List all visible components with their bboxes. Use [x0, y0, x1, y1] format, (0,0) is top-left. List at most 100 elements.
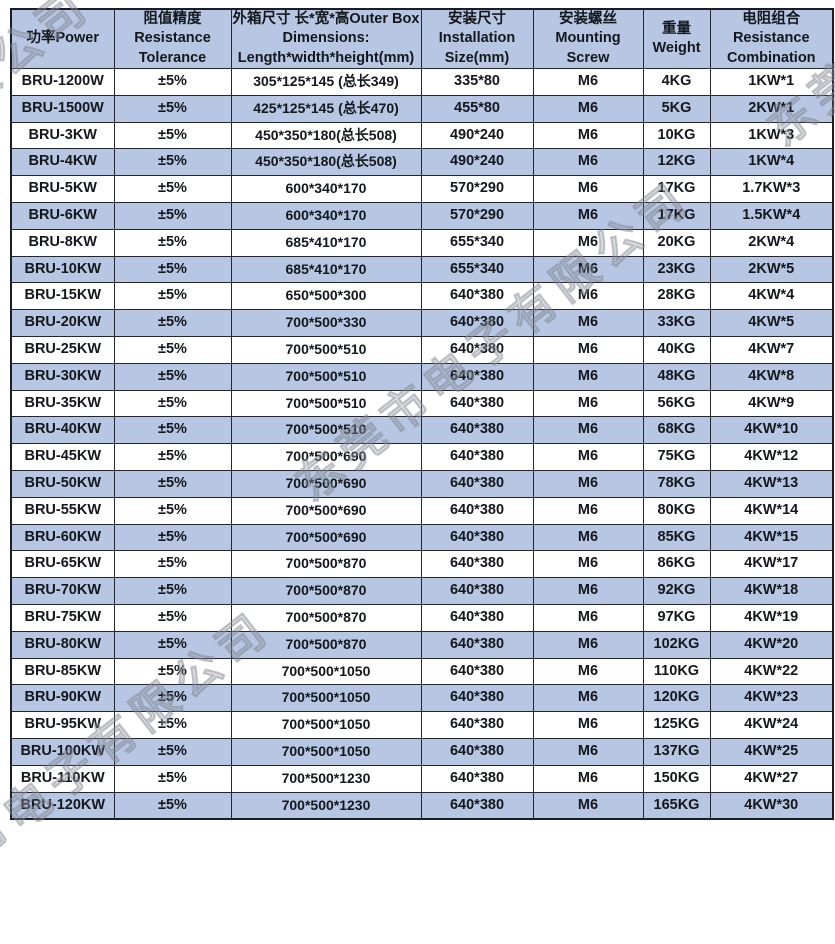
- cell-outer-box-dimensions: 700*500*510: [230, 389, 422, 418]
- column-header-outer-box-dimensions: 外箱尺寸 长*宽*高Outer Box Dimensions: Length*w…: [230, 8, 422, 69]
- cell-resistance-tolerance: ±5%: [113, 362, 232, 391]
- cell-mounting-screw: M6: [532, 684, 644, 713]
- cell-installation-size: 640*380: [420, 282, 534, 311]
- table-row: BRU-120KW ±5% 700*500*1230 640*380 M6 16…: [10, 791, 834, 820]
- cell-weight: 12KG: [642, 148, 711, 177]
- cell-mounting-screw: M6: [532, 550, 644, 579]
- cell-installation-size: 640*380: [420, 603, 534, 632]
- cell-power: BRU-95KW: [10, 711, 115, 739]
- cell-outer-box-dimensions: 450*350*180(总长508): [230, 121, 422, 150]
- cell-weight: 5KG: [642, 94, 711, 123]
- cell-resistance-combination: 4KW*30: [709, 791, 834, 820]
- cell-weight: 80KG: [642, 496, 711, 525]
- cell-installation-size: 640*380: [420, 657, 534, 686]
- cell-resistance-tolerance: ±5%: [113, 469, 232, 498]
- cell-outer-box-dimensions: 700*500*690: [230, 469, 422, 498]
- cell-resistance-tolerance: ±5%: [113, 443, 232, 471]
- cell-mounting-screw: M6: [532, 362, 644, 391]
- cell-mounting-screw: M6: [532, 68, 644, 96]
- cell-power: BRU-10KW: [10, 255, 115, 284]
- cell-mounting-screw: M6: [532, 496, 644, 525]
- cell-resistance-combination: 4KW*20: [709, 630, 834, 659]
- cell-outer-box-dimensions: 700*500*1050: [230, 684, 422, 713]
- table-row: BRU-10KW ±5% 685*410*170 655*340 M6 23KG…: [10, 255, 834, 284]
- cell-resistance-tolerance: ±5%: [113, 175, 232, 203]
- table-row: BRU-30KW ±5% 700*500*510 640*380 M6 48KG…: [10, 362, 834, 391]
- cell-power: BRU-75KW: [10, 603, 115, 632]
- table-row: BRU-4KW ±5% 450*350*180(总长508) 490*240 M…: [10, 148, 834, 177]
- cell-power: BRU-5KW: [10, 175, 115, 203]
- cell-mounting-screw: M6: [532, 228, 644, 257]
- cell-outer-box-dimensions: 600*340*170: [230, 201, 422, 230]
- cell-resistance-combination: 4KW*9: [709, 389, 834, 418]
- cell-weight: 48KG: [642, 362, 711, 391]
- table-row: BRU-75KW ±5% 700*500*870 640*380 M6 97KG…: [10, 603, 834, 632]
- cell-weight: 20KG: [642, 228, 711, 257]
- cell-resistance-combination: 4KW*24: [709, 711, 834, 739]
- cell-outer-box-dimensions: 685*410*170: [230, 228, 422, 257]
- cell-resistance-combination: 2KW*5: [709, 255, 834, 284]
- cell-resistance-combination: 4KW*10: [709, 416, 834, 445]
- column-header-weight: 重量 Weight: [642, 8, 711, 69]
- table-row: BRU-5KW ±5% 600*340*170 570*290 M6 17KG …: [10, 175, 834, 203]
- cell-installation-size: 655*340: [420, 255, 534, 284]
- column-header-resistance-combination: 电阻组合 Resistance Combination: [709, 8, 834, 69]
- cell-weight: 110KG: [642, 657, 711, 686]
- cell-weight: 17KG: [642, 201, 711, 230]
- cell-power: BRU-20KW: [10, 309, 115, 337]
- cell-mounting-screw: M6: [532, 389, 644, 418]
- cell-weight: 17KG: [642, 175, 711, 203]
- cell-installation-size: 490*240: [420, 121, 534, 150]
- cell-weight: 78KG: [642, 469, 711, 498]
- cell-resistance-combination: 4KW*27: [709, 764, 834, 793]
- header-row: 功率Power 阻值精度 Resistance Tolerance 外箱尺寸 长…: [10, 8, 834, 69]
- cell-outer-box-dimensions: 700*500*330: [230, 309, 422, 337]
- table-row: BRU-20KW ±5% 700*500*330 640*380 M6 33KG…: [10, 309, 834, 337]
- cell-resistance-combination: 1KW*4: [709, 148, 834, 177]
- cell-outer-box-dimensions: 700*500*870: [230, 577, 422, 605]
- cell-outer-box-dimensions: 700*500*510: [230, 335, 422, 364]
- cell-power: BRU-30KW: [10, 362, 115, 391]
- cell-installation-size: 640*380: [420, 469, 534, 498]
- cell-outer-box-dimensions: 700*500*1050: [230, 711, 422, 739]
- cell-power: BRU-15KW: [10, 282, 115, 311]
- cell-weight: 10KG: [642, 121, 711, 150]
- cell-outer-box-dimensions: 700*500*510: [230, 416, 422, 445]
- cell-power: BRU-40KW: [10, 416, 115, 445]
- table-row: BRU-80KW ±5% 700*500*870 640*380 M6 102K…: [10, 630, 834, 659]
- cell-resistance-tolerance: ±5%: [113, 684, 232, 713]
- cell-power: BRU-85KW: [10, 657, 115, 686]
- cell-resistance-tolerance: ±5%: [113, 389, 232, 418]
- cell-mounting-screw: M6: [532, 309, 644, 337]
- cell-weight: 40KG: [642, 335, 711, 364]
- cell-installation-size: 640*380: [420, 684, 534, 713]
- cell-weight: 85KG: [642, 523, 711, 552]
- cell-resistance-combination: 4KW*19: [709, 603, 834, 632]
- cell-resistance-tolerance: ±5%: [113, 335, 232, 364]
- cell-resistance-tolerance: ±5%: [113, 228, 232, 257]
- table-row: BRU-15KW ±5% 650*500*300 640*380 M6 28KG…: [10, 282, 834, 311]
- cell-mounting-screw: M6: [532, 443, 644, 471]
- table-row: BRU-40KW ±5% 700*500*510 640*380 M6 68KG…: [10, 416, 834, 445]
- cell-power: BRU-110KW: [10, 764, 115, 793]
- table-row: BRU-8KW ±5% 685*410*170 655*340 M6 20KG …: [10, 228, 834, 257]
- cell-resistance-combination: 4KW*8: [709, 362, 834, 391]
- cell-power: BRU-120KW: [10, 791, 115, 820]
- cell-installation-size: 640*380: [420, 389, 534, 418]
- cell-resistance-tolerance: ±5%: [113, 309, 232, 337]
- cell-power: BRU-45KW: [10, 443, 115, 471]
- cell-weight: 86KG: [642, 550, 711, 579]
- column-header-power: 功率Power: [10, 8, 115, 69]
- cell-installation-size: 640*380: [420, 550, 534, 579]
- cell-power: BRU-3KW: [10, 121, 115, 150]
- cell-outer-box-dimensions: 600*340*170: [230, 175, 422, 203]
- cell-weight: 4KG: [642, 68, 711, 96]
- cell-power: BRU-35KW: [10, 389, 115, 418]
- cell-resistance-combination: 1KW*3: [709, 121, 834, 150]
- cell-mounting-screw: M6: [532, 282, 644, 311]
- cell-resistance-tolerance: ±5%: [113, 764, 232, 793]
- cell-outer-box-dimensions: 700*500*510: [230, 362, 422, 391]
- table-row: BRU-110KW ±5% 700*500*1230 640*380 M6 15…: [10, 764, 834, 793]
- cell-outer-box-dimensions: 700*500*690: [230, 496, 422, 525]
